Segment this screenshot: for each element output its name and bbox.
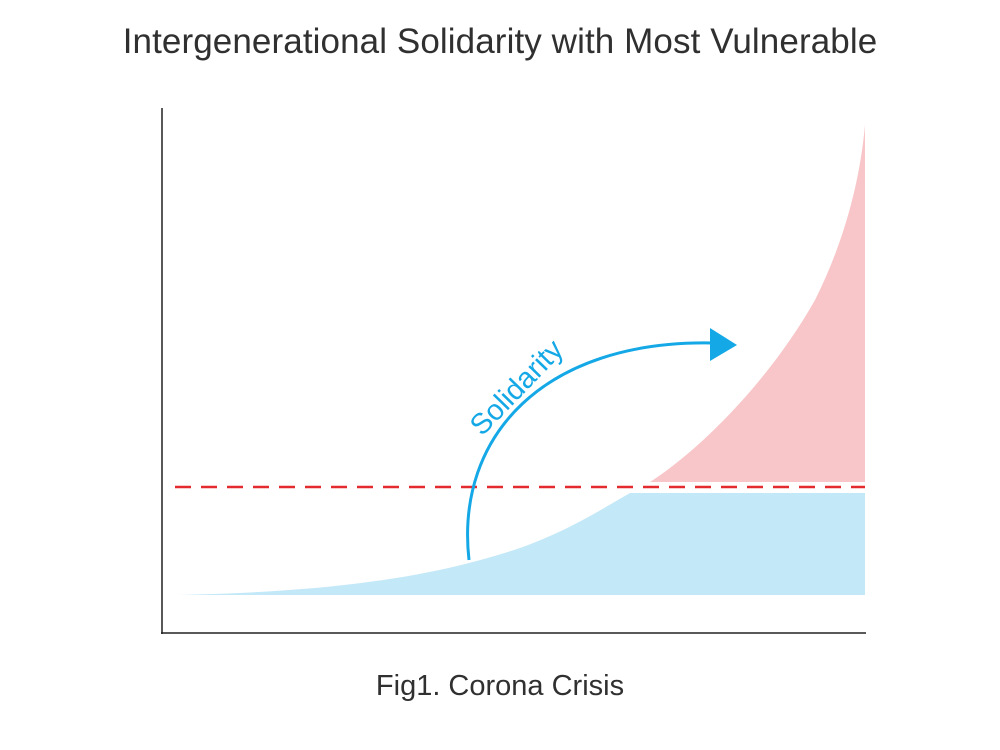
figure-caption: Fig1. Corona Crisis [375, 670, 625, 702]
solidarity-label: Solidarity [464, 333, 570, 441]
diagram-title: Intergenerational Solidarity with Most V… [122, 22, 878, 61]
solidarity-arrow [466, 341, 713, 561]
arrow-head-icon [710, 328, 737, 361]
excess-demand-area [650, 125, 865, 482]
covered-capacity-area [175, 493, 865, 595]
